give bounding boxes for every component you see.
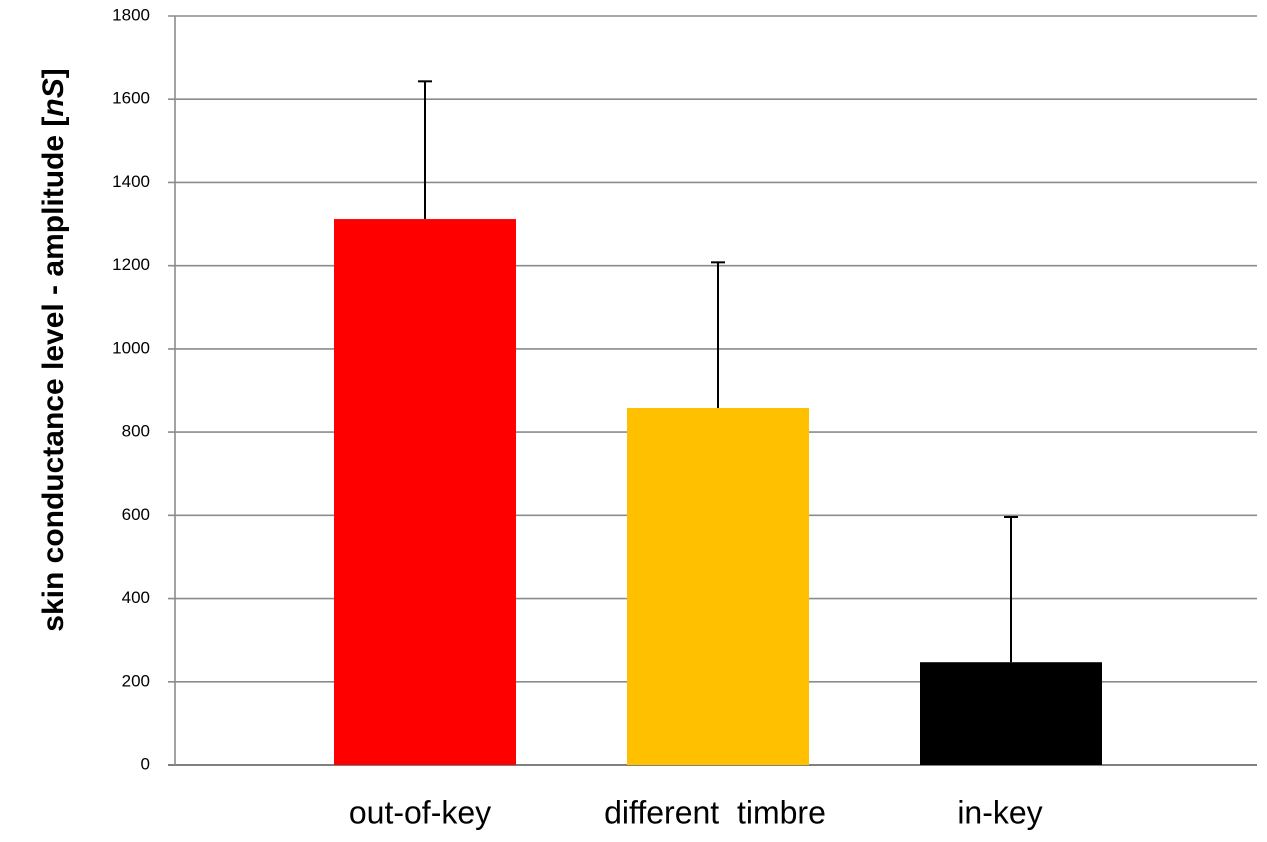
y-tick-label: 1800: [112, 5, 150, 24]
y-tick-label: 600: [122, 505, 150, 524]
x-category-label: different timbre: [604, 794, 826, 830]
y-tick-label: 400: [122, 588, 150, 607]
error-bars: [418, 80, 1018, 663]
y-tick-label: 800: [122, 422, 150, 441]
x-category-label: out-of-key: [349, 794, 491, 830]
y-tick-labels: 0 200 400 600 800 1000 1200 1400 1600 1800: [112, 5, 150, 773]
y-axis-label-suffix: ]: [37, 68, 70, 78]
x-category-label: in-key: [957, 794, 1042, 830]
bar-different-timbre: [627, 407, 809, 765]
y-axis-label: skin conductance level - amplitude [nS]: [37, 68, 70, 631]
y-tick-label: 1200: [112, 255, 150, 274]
bars: [334, 219, 1102, 765]
y-axis-label-prefix: skin conductance level - amplitude [: [37, 117, 70, 632]
y-tick-label: 1600: [112, 89, 150, 108]
y-tick-label: 1000: [112, 338, 150, 357]
y-tick-label: 200: [122, 671, 150, 690]
bar-out-of-key: [334, 219, 516, 765]
y-tick-label: 1400: [112, 172, 150, 191]
y-axis-label-unit: nS: [37, 78, 70, 116]
y-tick-label: 0: [141, 754, 150, 773]
x-category-labels: out-of-key different timbre in-key: [349, 794, 1043, 830]
bar-in-key: [920, 662, 1102, 765]
